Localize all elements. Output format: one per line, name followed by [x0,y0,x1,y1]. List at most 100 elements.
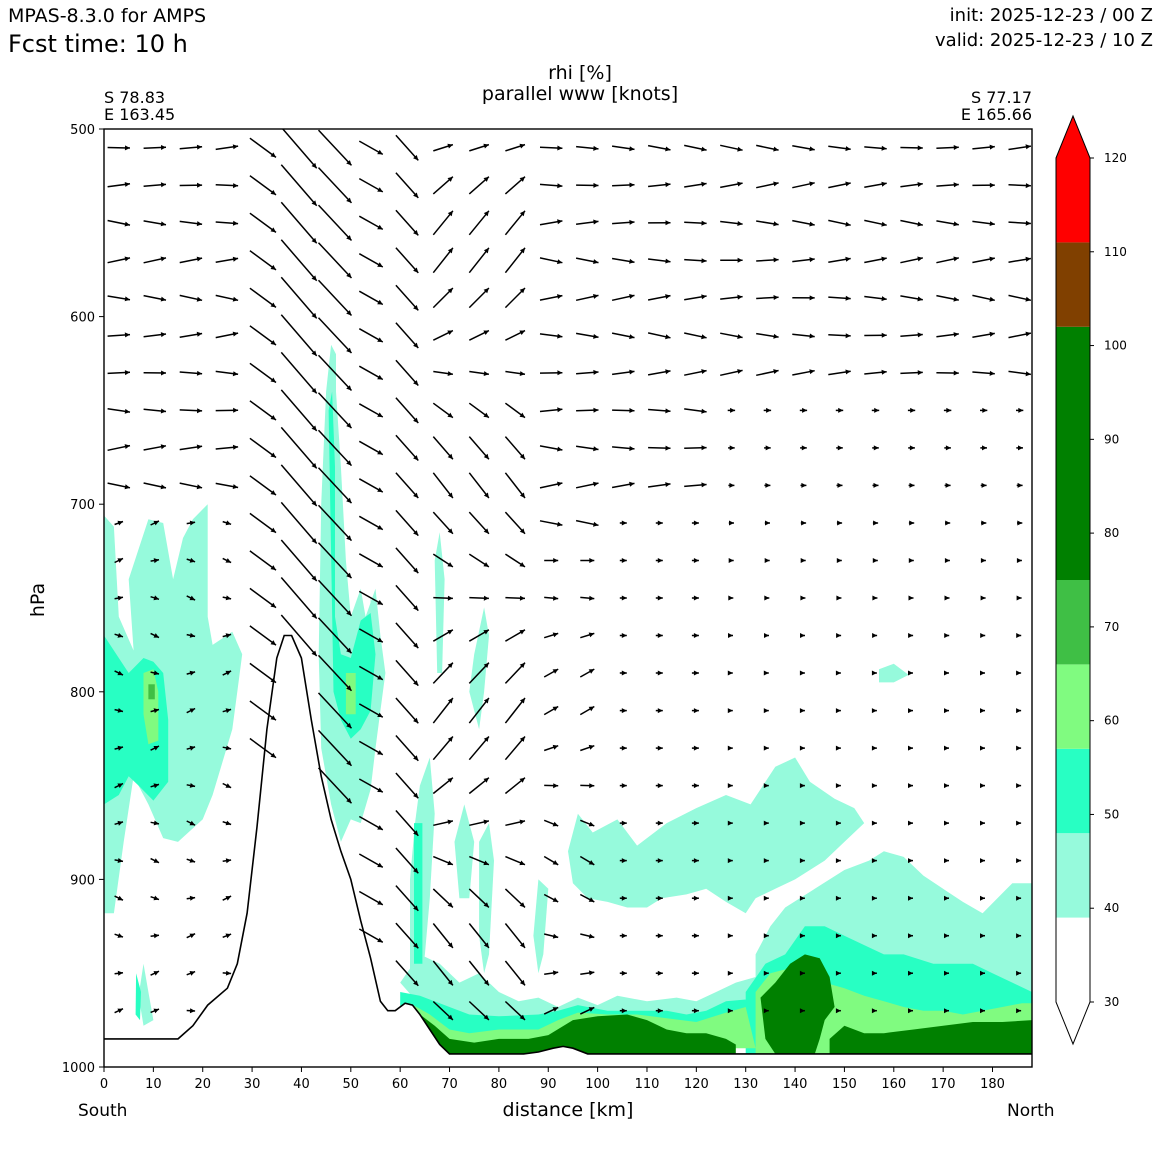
wind-arrow-head [837,445,843,451]
wind-arrow-head [311,350,317,356]
wind-arrow-head [981,520,987,526]
wind-arrow-head [483,629,489,635]
wind-arrow-head [727,895,733,901]
wind-arrow-head [871,933,877,939]
wind-arrow-head [693,820,699,826]
wind-arrow-head [1016,783,1022,789]
wind-arrow-head [765,445,771,451]
wind-arrow-head [519,330,525,335]
wind-arrow-shaft [504,923,526,949]
y-tick-label: 700 [70,498,95,513]
wind-arrow-head [117,895,123,901]
wind-arrow-head [225,820,232,826]
wind-arrow-head [1025,144,1031,150]
wind-arrow-head [593,481,599,487]
wind-arrow-head [153,971,159,976]
wind-arrow-head [413,305,419,311]
x-tick-label: 160 [881,1077,906,1092]
wind-arrow-head [553,558,559,563]
wind-arrow-head [980,1008,985,1014]
colorbar-tick-label: 110 [1104,245,1127,259]
wind-arrow-head [693,895,699,901]
wind-arrow-shaft [395,209,419,236]
wind-arrow-head [657,708,663,714]
wind-arrow-shaft [504,247,526,274]
wind-arrow-head [799,858,805,864]
wind-arrow-head [737,334,743,339]
wind-arrow-head [519,819,525,825]
wind-arrow-head [1025,256,1031,262]
wind-arrow-head [727,820,733,826]
wind-arrow-head [835,933,841,939]
wind-arrow-head [657,670,663,676]
wind-arrow-head [225,745,232,751]
wind-arrow-head [270,377,276,383]
wind-arrow-head [593,334,599,339]
rhi-region-mid-low-80 [415,1010,736,1054]
x-tick-label: 10 [145,1077,162,1092]
wind-arrow-head [447,595,453,601]
wind-arrow-head [189,783,196,788]
x-tick-label: 150 [832,1077,857,1092]
wind-arrow-head [588,1007,595,1012]
wind-arrow-head [413,792,419,799]
wind-arrow-head [801,520,807,526]
wind-arrow-head [311,312,317,319]
wind-arrow-head [552,970,559,976]
wind-arrow-head [447,902,453,908]
wind-arrow-head [447,453,453,460]
wind-arrow-head [588,706,595,712]
wind-arrow-head [693,670,699,676]
wind-arrow-head [908,783,913,789]
wind-arrow-shaft [249,587,277,609]
wind-arrow-shaft [280,351,318,394]
wind-arrow-head [980,783,985,789]
x-axis-label: distance [km] [502,1099,634,1121]
wind-arrow-shaft [317,729,353,767]
wind-arrow-head [311,237,317,244]
wind-arrow-head [871,670,877,676]
wind-arrow-head [377,637,383,643]
wind-arrow-head [693,708,699,714]
wind-arrow-head [693,858,699,864]
wind-arrow-head [881,256,887,262]
wind-arrow-shaft [280,464,318,507]
wind-arrow-head [621,820,627,826]
wind-arrow-shaft [317,167,353,204]
rhi-region-upslope-left-mid [104,504,243,914]
wind-arrow-head [311,162,317,169]
wind-arrow-head [346,722,352,729]
wind-arrow-head [908,595,914,601]
wind-arrow-head [483,1014,489,1020]
wind-arrow-shaft [280,614,318,657]
wind-arrow-head [270,677,276,683]
wind-arrow-head [197,182,203,188]
wind-arrow-head [413,717,419,724]
wind-arrow-head [557,370,563,376]
wind-arrow-head [483,662,489,668]
wind-arrow-shaft [280,164,318,207]
wind-arrow-shaft [395,322,419,349]
wind-arrow-shaft [280,201,318,244]
wind-arrow-head [270,752,276,758]
wind-arrow-head [593,259,599,264]
wind-arrow-head [519,979,525,986]
wind-arrow-head [589,595,595,601]
wind-arrow-head [729,445,735,451]
wind-arrow-head [1016,745,1022,751]
wind-arrow-head [835,970,841,976]
wind-arrow-head [1016,970,1022,976]
wind-arrow-head [311,275,317,281]
wind-arrow-head [765,482,771,488]
x-tick-label: 130 [733,1077,758,1092]
wind-arrow-head [621,595,627,601]
wind-arrow-head [270,152,276,158]
wind-arrow-head [799,783,805,789]
wind-arrow-head [773,295,779,300]
wind-arrow-head [773,257,779,263]
wind-arrow-head [124,221,130,227]
wind-arrow-head [377,412,383,417]
wind-arrow-head [270,640,276,646]
wind-arrow-head [189,557,196,563]
wind-arrow-head [621,520,627,526]
